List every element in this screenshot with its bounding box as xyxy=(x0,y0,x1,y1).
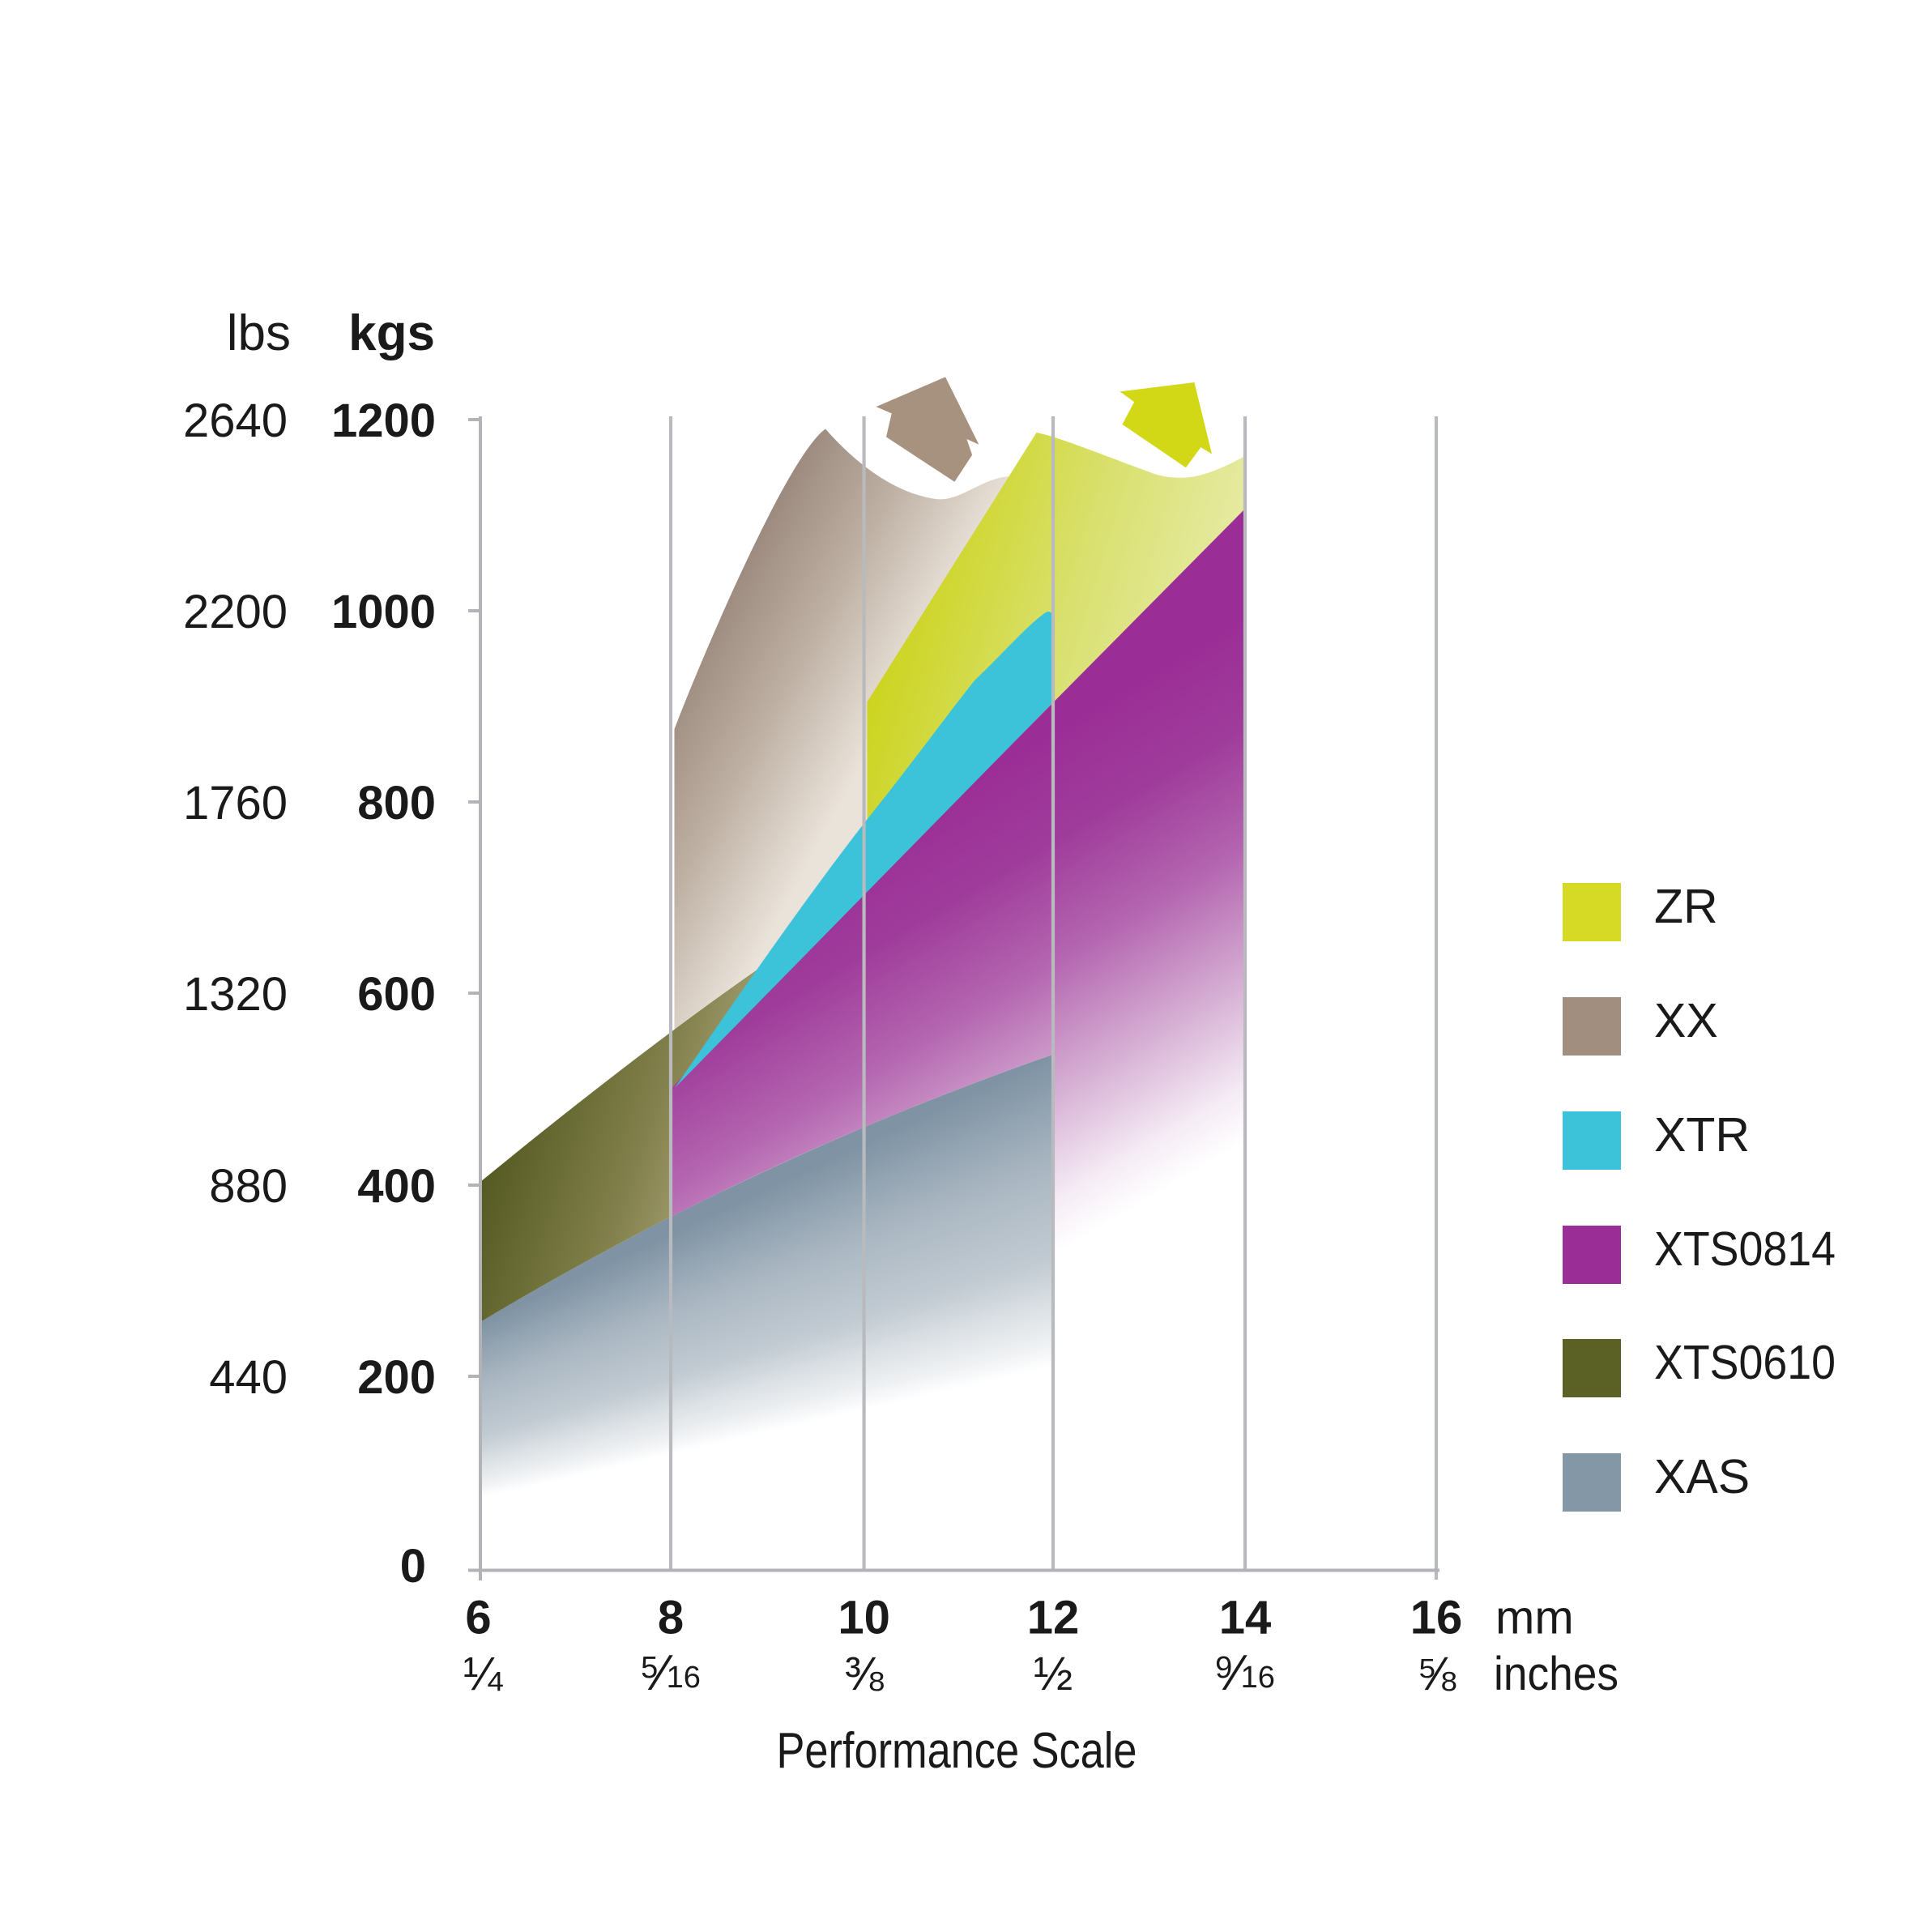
svg-text:XAS: XAS xyxy=(1654,1450,1750,1503)
svg-text:1200: 1200 xyxy=(331,395,436,447)
svg-text:8: 8 xyxy=(658,1592,684,1644)
svg-text:XX: XX xyxy=(1654,994,1718,1047)
svg-text:mm: mm xyxy=(1495,1592,1574,1644)
svg-text:200: 200 xyxy=(357,1351,436,1404)
svg-text:400: 400 xyxy=(357,1160,436,1213)
svg-text:800: 800 xyxy=(357,777,436,830)
svg-text:inches: inches xyxy=(1494,1648,1619,1700)
svg-text:12: 12 xyxy=(1027,1592,1080,1644)
svg-text:5⁄16: 5⁄16 xyxy=(641,1645,701,1701)
svg-text:2640: 2640 xyxy=(183,395,288,447)
svg-text:2200: 2200 xyxy=(183,586,288,638)
svg-text:¼: ¼ xyxy=(463,1648,503,1700)
svg-text:0: 0 xyxy=(400,1540,426,1593)
svg-text:14: 14 xyxy=(1219,1592,1272,1644)
svg-text:440: 440 xyxy=(209,1351,288,1404)
svg-text:kgs: kgs xyxy=(348,305,435,361)
svg-text:1000: 1000 xyxy=(331,586,436,638)
svg-text:600: 600 xyxy=(357,968,436,1021)
svg-text:⅝: ⅝ xyxy=(1417,1648,1456,1700)
svg-text:⅜: ⅜ xyxy=(844,1648,884,1700)
svg-text:6: 6 xyxy=(465,1592,491,1644)
svg-text:XTS0814: XTS0814 xyxy=(1654,1222,1836,1276)
svg-text:ZR: ZR xyxy=(1654,880,1718,933)
svg-text:1760: 1760 xyxy=(183,777,288,830)
svg-text:XTS0610: XTS0610 xyxy=(1654,1336,1836,1389)
svg-text:Performance Scale: Performance Scale xyxy=(777,1723,1137,1779)
svg-text:16: 16 xyxy=(1410,1592,1463,1644)
svg-text:½: ½ xyxy=(1034,1648,1073,1700)
svg-text:lbs: lbs xyxy=(227,305,291,361)
svg-text:XTR: XTR xyxy=(1654,1108,1750,1162)
svg-text:10: 10 xyxy=(838,1592,890,1644)
svg-text:880: 880 xyxy=(209,1160,288,1213)
svg-text:1320: 1320 xyxy=(183,968,288,1021)
svg-text:9⁄16: 9⁄16 xyxy=(1215,1645,1275,1701)
